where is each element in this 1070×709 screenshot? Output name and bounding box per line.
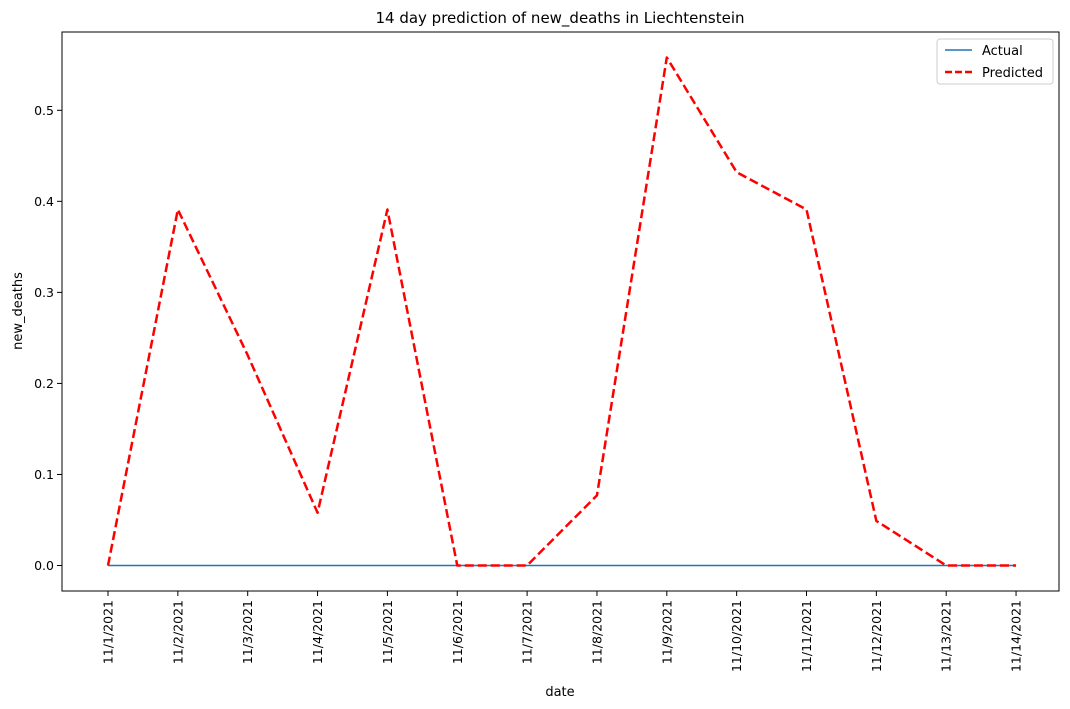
x-tick-label: 11/1/2021 — [101, 600, 116, 664]
x-tick-label: 11/3/2021 — [240, 600, 255, 664]
y-tick-label: 0.2 — [34, 376, 54, 391]
x-tick-label: 11/5/2021 — [380, 600, 395, 664]
legend-predicted-label: Predicted — [982, 66, 1043, 81]
plot-area — [61, 31, 1060, 592]
x-tick-label: 11/8/2021 — [589, 600, 604, 664]
y-tick-label: 0.3 — [34, 285, 54, 300]
series-line-predicted — [106, 56, 1017, 567]
y-tick-label: 0.4 — [34, 194, 54, 209]
y-tick-label: 0.0 — [34, 558, 54, 573]
x-tick-label: 11/9/2021 — [659, 600, 674, 664]
y-tick-label: 0.5 — [34, 103, 54, 118]
x-tick-label: 11/2/2021 — [170, 600, 185, 664]
x-tick-label: 11/10/2021 — [729, 600, 744, 672]
y-tick-label: 0.1 — [34, 467, 54, 482]
chart-title: 14 day prediction of new_deaths in Liech… — [375, 9, 744, 28]
x-tick-label: 11/13/2021 — [939, 600, 954, 672]
legend: Actual Predicted — [936, 38, 1054, 85]
y-axis: 0.0 0.1 0.2 0.3 0.4 0.5 — [34, 103, 62, 573]
legend-actual-label: Actual — [982, 44, 1023, 59]
x-axis: 11/1/2021 11/2/2021 11/3/2021 11/4/2021 11/5… — [101, 591, 1024, 672]
y-axis-label: new_deaths — [11, 272, 26, 350]
x-tick-label: 11/12/2021 — [869, 600, 884, 672]
x-tick-label: 11/7/2021 — [520, 600, 535, 664]
plot-frame — [61, 31, 1060, 592]
x-tick-label: 11/11/2021 — [799, 600, 814, 672]
x-tick-label: 11/6/2021 — [450, 600, 465, 664]
x-tick-label: 11/4/2021 — [310, 600, 325, 664]
x-tick-label: 11/14/2021 — [1009, 600, 1024, 672]
x-axis-label: date — [545, 685, 574, 700]
series-layer — [106, 56, 1017, 567]
